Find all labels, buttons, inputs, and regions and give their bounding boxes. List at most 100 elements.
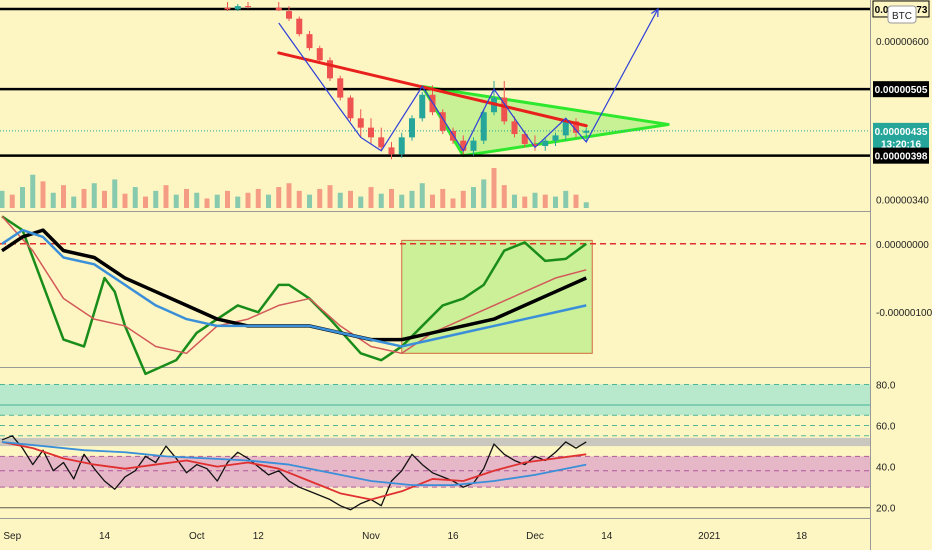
price-level-tag xyxy=(873,122,929,139)
volume-bar xyxy=(563,190,569,208)
volume-bar xyxy=(143,196,148,208)
candle-body xyxy=(388,147,395,155)
rsi-tick-label: 20.0 xyxy=(876,504,896,515)
volume-bar xyxy=(481,179,487,208)
volume-bar xyxy=(194,192,200,208)
macd-signal-line xyxy=(1,215,587,355)
volume-bar xyxy=(522,196,528,208)
volume-bar xyxy=(337,192,343,208)
volume-bar xyxy=(163,185,169,208)
rsi-line xyxy=(1,435,587,511)
volume-bar xyxy=(440,188,446,208)
time-axis-label: Nov xyxy=(362,531,380,542)
volume-bar xyxy=(112,179,118,208)
price-tick-label: 0.00000340 xyxy=(876,196,929,207)
symbol-badge xyxy=(887,5,917,24)
rsi-band xyxy=(0,437,870,447)
candle-body xyxy=(460,140,467,151)
volume-bar xyxy=(348,190,353,208)
volume-bar xyxy=(399,194,405,208)
volume-bar xyxy=(573,194,579,208)
volume-bar xyxy=(532,192,538,208)
candle-body xyxy=(470,140,477,151)
volume-bar xyxy=(327,185,333,208)
volume-bar xyxy=(266,194,271,208)
volume-bar xyxy=(40,181,46,208)
volume-bar xyxy=(553,196,558,208)
volume-bar xyxy=(204,198,210,208)
volume-bar xyxy=(378,193,384,208)
volume-bar xyxy=(389,188,394,208)
volume-bar xyxy=(296,190,302,208)
candle-body xyxy=(542,140,549,147)
time-axis-label: 14 xyxy=(99,531,111,542)
candle-body xyxy=(337,78,344,98)
volume-bar xyxy=(71,196,77,208)
volume-bar xyxy=(255,188,261,208)
volume-bar xyxy=(245,192,251,208)
price-level-tag-label: 0.00000435 xyxy=(875,127,928,138)
volume-bar xyxy=(409,190,415,208)
volume-bar xyxy=(512,194,517,208)
volume-bar xyxy=(0,190,5,208)
volume-bar xyxy=(430,194,435,208)
volume-bar xyxy=(153,190,159,208)
volume-bar xyxy=(419,183,425,208)
price-tick-label: 0.00000600 xyxy=(876,37,929,48)
macd-tick-label: -0.00000100 xyxy=(876,308,932,319)
candle-body xyxy=(419,94,426,119)
candle-body xyxy=(562,121,569,136)
volume-bar xyxy=(471,187,476,208)
candle-body xyxy=(511,121,518,135)
candle-body xyxy=(234,6,241,10)
volume-bar xyxy=(122,193,128,208)
candle-body xyxy=(552,135,559,141)
rsi-tick-label: 40.0 xyxy=(876,463,896,474)
rsi-tick-label: 60.0 xyxy=(876,422,896,433)
volume-bar xyxy=(132,187,138,208)
rsi-slow-ma-line xyxy=(1,441,587,487)
zigzag-projection-path xyxy=(278,8,659,153)
time-axis-label: 16 xyxy=(447,531,459,542)
volume-bar xyxy=(184,188,189,208)
macd-highlight-box xyxy=(401,239,593,354)
time-axis-label: 18 xyxy=(796,531,808,542)
candle-body xyxy=(245,6,251,8)
time-axis-label: Sep xyxy=(3,531,21,542)
candle-body xyxy=(501,97,508,122)
candle-body xyxy=(521,134,528,144)
candle-body xyxy=(347,97,354,119)
candle-body xyxy=(296,18,303,35)
volume-bar xyxy=(61,185,66,208)
countdown-timer-tag xyxy=(873,135,929,152)
volume-bar xyxy=(9,194,15,208)
volume-bar xyxy=(214,194,220,208)
price-level-tag xyxy=(873,81,929,98)
rsi-band xyxy=(0,456,870,488)
volume-bar xyxy=(307,194,312,208)
volume-bar xyxy=(102,190,107,208)
volume-bar xyxy=(450,198,456,208)
candle-body xyxy=(378,137,385,148)
time-axis-label: 12 xyxy=(253,531,265,542)
candle-body xyxy=(573,121,579,133)
volume-bar xyxy=(491,168,497,208)
volume-bar xyxy=(542,194,548,208)
price-level-tag-label: 0.00000398 xyxy=(875,152,928,163)
rsi-ma-line xyxy=(1,441,587,501)
candle-body xyxy=(480,112,487,141)
candle-body xyxy=(398,137,405,155)
volume-bar xyxy=(286,183,292,208)
time-axis-label: Oct xyxy=(189,531,205,542)
rsi-band xyxy=(0,384,870,416)
projection-arrowhead xyxy=(651,7,659,17)
volume-bar xyxy=(173,194,179,208)
price-level-tag-label: 0.00000505 xyxy=(875,85,928,96)
candle-body xyxy=(306,34,313,49)
price-level-tag xyxy=(873,147,929,164)
volume-bar xyxy=(50,192,56,208)
candle-body xyxy=(275,7,282,11)
volume-bar xyxy=(276,187,282,208)
symbol-badge-label: BTC xyxy=(892,11,912,22)
volume-bar xyxy=(460,190,466,208)
